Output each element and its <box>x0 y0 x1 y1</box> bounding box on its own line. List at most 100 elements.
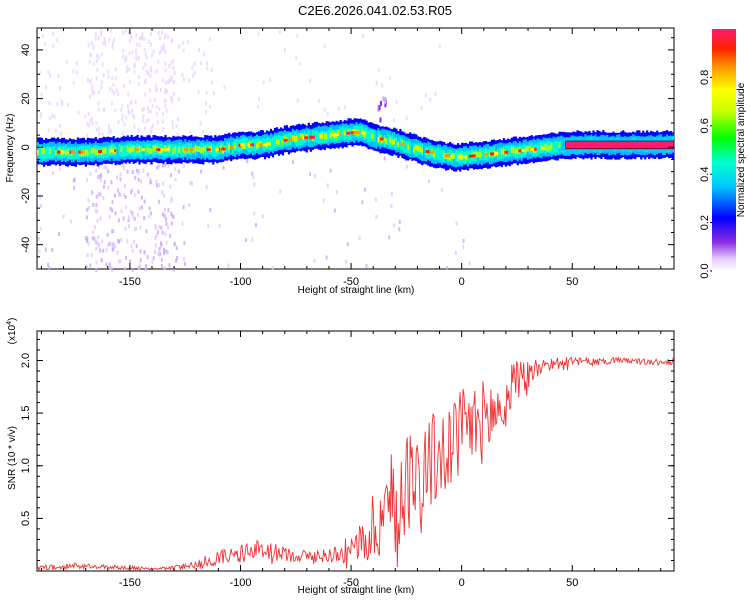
heatmap-noise-cell <box>144 52 147 57</box>
heatmap-noise-cell <box>164 232 167 237</box>
heatmap-noise-cell <box>383 156 386 161</box>
heatmap-noise-cell <box>182 41 185 46</box>
heatmap-peak-cell <box>283 138 288 142</box>
heatmap-noise-cell <box>122 216 125 221</box>
heatmap-noise-cell <box>162 78 165 83</box>
heatmap-ridge-cell <box>413 146 415 153</box>
heatmap-noise-cell <box>106 232 109 237</box>
heatmap-noise-cell <box>93 225 96 230</box>
heatmap-ridge-cell <box>48 148 51 155</box>
heatmap-noise-cell <box>57 74 60 78</box>
heatmap-noise-cell <box>177 169 180 174</box>
heatmap-ridge-cell <box>244 143 246 149</box>
heatmap-ridge-cell <box>194 145 197 152</box>
heatmap-noise-cell <box>126 160 129 165</box>
heatmap-noise-cell <box>111 101 114 106</box>
heatmap-ridge-cell <box>393 138 396 145</box>
heatmap-noise-cell <box>99 192 102 197</box>
heatmap-noise-cell <box>211 80 214 85</box>
heatmap-noise-cell <box>138 75 141 80</box>
heatmap-noise-cell <box>158 183 161 188</box>
heatmap-noise-cell <box>96 209 99 214</box>
heatmap-noise-cell <box>148 206 151 211</box>
heatmap-noise-cell <box>95 203 98 208</box>
heatmap-noise-cell <box>392 118 395 123</box>
heatmap-noise-cell <box>131 248 134 253</box>
heatmap-noise-cell <box>51 113 54 118</box>
heatmap-noise-cell <box>160 257 163 262</box>
heatmap-noise-cell <box>131 267 134 272</box>
heatmap-ridge-cell <box>538 142 541 154</box>
heatmap-noise-cell <box>189 180 192 185</box>
heatmap-noise-cell <box>153 249 156 254</box>
heatmap-ridge-cell <box>124 144 127 157</box>
heatmap-noise-cell <box>158 252 161 257</box>
heatmap-noise-cell <box>91 87 93 92</box>
heatmap-noise-cell <box>167 35 170 40</box>
heatmap-noise-cell <box>48 101 51 105</box>
heatmap-noise-cell <box>53 114 56 119</box>
snr-line <box>36 355 675 573</box>
heatmap-noise-cell <box>49 73 52 78</box>
heatmap-peak-cell <box>334 133 339 136</box>
heatmap-peak-cell <box>468 154 473 158</box>
heatmap-ridge-cell <box>256 142 258 149</box>
heatmap-ridge-cell <box>514 148 517 155</box>
heatmap-noise-cell <box>374 197 377 202</box>
heatmap-noise-cell <box>65 60 68 65</box>
heatmap-noise-cell <box>178 44 181 49</box>
heatmap-noise-cell <box>194 266 197 271</box>
heatmap-noise-cell <box>97 36 100 41</box>
heatmap-noise-cell <box>92 230 95 235</box>
heatmap-noise-cell <box>246 159 249 164</box>
heatmap-noise-cell <box>97 55 100 60</box>
snr-panel: -150 -100 -50 0 50 0.5 1.0 1.5 2.0 Height of str… <box>6 318 675 596</box>
heatmap-noise-cell <box>191 65 194 70</box>
heatmap-noise-cell <box>150 125 153 130</box>
heatmap-noise-cell <box>108 126 111 131</box>
heatmap-noise-cell <box>73 185 76 190</box>
heatmap-noise-cell <box>111 242 114 247</box>
heatmap-noise-cell <box>152 49 155 54</box>
heatmap-noise-cell <box>428 179 431 184</box>
heatmap-noise-cell <box>87 241 90 246</box>
heatmap-noise-cell <box>271 265 274 270</box>
heatmap-ridge-cell <box>363 131 366 138</box>
heatmap-spur-cell <box>378 105 381 111</box>
heatmap-noise-cell <box>134 175 137 180</box>
heatmap-ridge-cell <box>220 145 222 151</box>
heatmap-noise-cell <box>193 70 196 75</box>
heatmap-ridge-cell <box>271 136 274 149</box>
heatmap-noise-cell <box>123 166 126 171</box>
heatmap-noise-cell <box>155 69 158 74</box>
spectrogram-x-tick-label: 0 <box>459 276 465 288</box>
heatmap-noise-cell <box>209 104 211 109</box>
heatmap-noise-cell <box>222 165 225 170</box>
heatmap-ridge-cell <box>102 147 105 154</box>
heatmap-noise-cell <box>89 118 92 123</box>
heatmap-noise-cell <box>326 183 329 188</box>
heatmap-noise-cell <box>151 103 154 108</box>
heatmap-noise-cell <box>161 127 164 132</box>
heatmap-peak-cell <box>60 150 65 154</box>
heatmap-ridge-cell <box>236 139 239 152</box>
heatmap-noise-cell <box>393 223 395 228</box>
heatmap-noise-cell <box>137 189 140 194</box>
heatmap-ridge-cell <box>128 147 131 154</box>
heatmap-noise-cell <box>309 172 311 177</box>
heatmap-noise-cell <box>89 263 92 268</box>
heatmap-noise-cell <box>114 108 117 113</box>
heatmap-noise-cell <box>85 236 88 241</box>
heatmap-peak-cell <box>267 142 271 146</box>
heatmap-ridge-cell <box>104 148 107 154</box>
heatmap-noise-cell <box>159 88 162 93</box>
heatmap-ridge-cell <box>200 147 202 153</box>
heatmap-noise-cell <box>72 69 75 73</box>
spectrogram-x-tick-label: -50 <box>343 276 359 288</box>
heatmap-noise-cell <box>198 48 201 53</box>
heatmap-noise-cell <box>438 43 441 48</box>
heatmap-noise-cell <box>335 190 338 195</box>
heatmap-noise-cell <box>133 70 136 75</box>
heatmap-noise-cell <box>111 267 114 272</box>
heatmap-noise-cell <box>38 195 41 200</box>
